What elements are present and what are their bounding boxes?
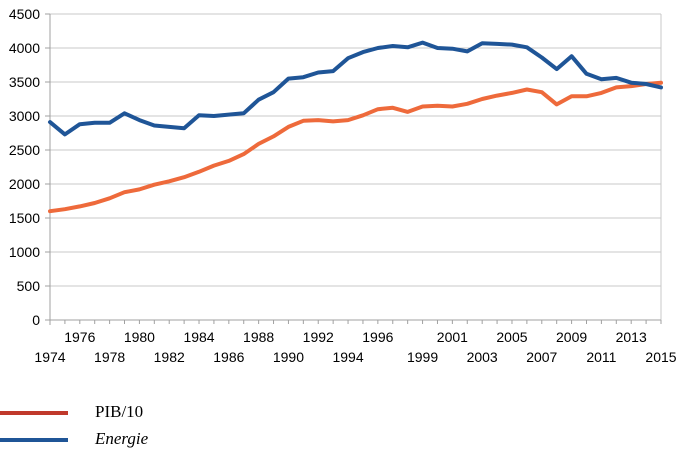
- x-tick-label-2003: 2003: [467, 349, 498, 365]
- y-tick-label-3500: 3500: [9, 74, 40, 90]
- x-tick-label-1978: 1978: [94, 349, 125, 365]
- x-tick-label-1990: 1990: [273, 349, 304, 365]
- legend-label-pib: PIB/10: [95, 402, 144, 421]
- x-tick-label-2009: 2009: [556, 329, 587, 345]
- x-tick-label-1992: 1992: [303, 329, 334, 345]
- line-chart: 0 500 1000 1500 2000 2500 3000 3500 4000 4500 197…: [9, 6, 677, 365]
- x-tick-label-2001: 2001: [437, 329, 468, 345]
- x-tick-label-1999: 1999: [407, 349, 438, 365]
- x-tick-label-1976: 1976: [64, 329, 95, 345]
- series-line-energie: [48, 40, 663, 137]
- y-tick-label-3000: 3000: [9, 108, 40, 124]
- x-tick-label-1980: 1980: [124, 329, 155, 345]
- y-tick-label-0: 0: [32, 312, 40, 328]
- y-tick-label-2000: 2000: [9, 176, 40, 192]
- x-tick-label-2015: 2015: [645, 349, 676, 365]
- x-tick-label-1994: 1994: [332, 349, 363, 365]
- series-line-pib: [48, 80, 663, 214]
- x-tick-label-2011: 2011: [586, 349, 616, 365]
- y-tick-label-1000: 1000: [9, 244, 40, 260]
- legend-swatch-pib: [0, 411, 68, 415]
- x-tick-label-1996: 1996: [362, 329, 393, 345]
- legend-swatch-energie: [0, 438, 68, 442]
- y-axis-tick-labels: 0 500 1000 1500 2000 2500 3000 3500 4000 4500: [9, 6, 40, 328]
- x-tick-label-2013: 2013: [616, 329, 647, 345]
- y-tick-label-4500: 4500: [9, 6, 40, 22]
- x-tick-label-1988: 1988: [243, 329, 274, 345]
- series-lines: [48, 40, 663, 214]
- x-axis-tick-labels: 1976 1980 1984 1988 1992 1996 2001 2005 2009 2013…: [34, 329, 676, 365]
- x-tick-label-2007: 2007: [526, 349, 557, 365]
- x-tick-label-1984: 1984: [183, 329, 214, 345]
- y-tick-label-4000: 4000: [9, 40, 40, 56]
- x-tick-label-2005: 2005: [496, 329, 527, 345]
- x-tick-label-1986: 1986: [213, 349, 244, 365]
- x-tick-label-1974: 1974: [34, 349, 65, 365]
- x-tick-label-1982: 1982: [154, 349, 185, 365]
- y-tick-label-2500: 2500: [9, 142, 40, 158]
- y-tick-label-500: 500: [17, 278, 41, 294]
- legend-label-energie: Energie: [95, 429, 149, 448]
- axes: [45, 13, 662, 325]
- y-tick-label-1500: 1500: [9, 210, 40, 226]
